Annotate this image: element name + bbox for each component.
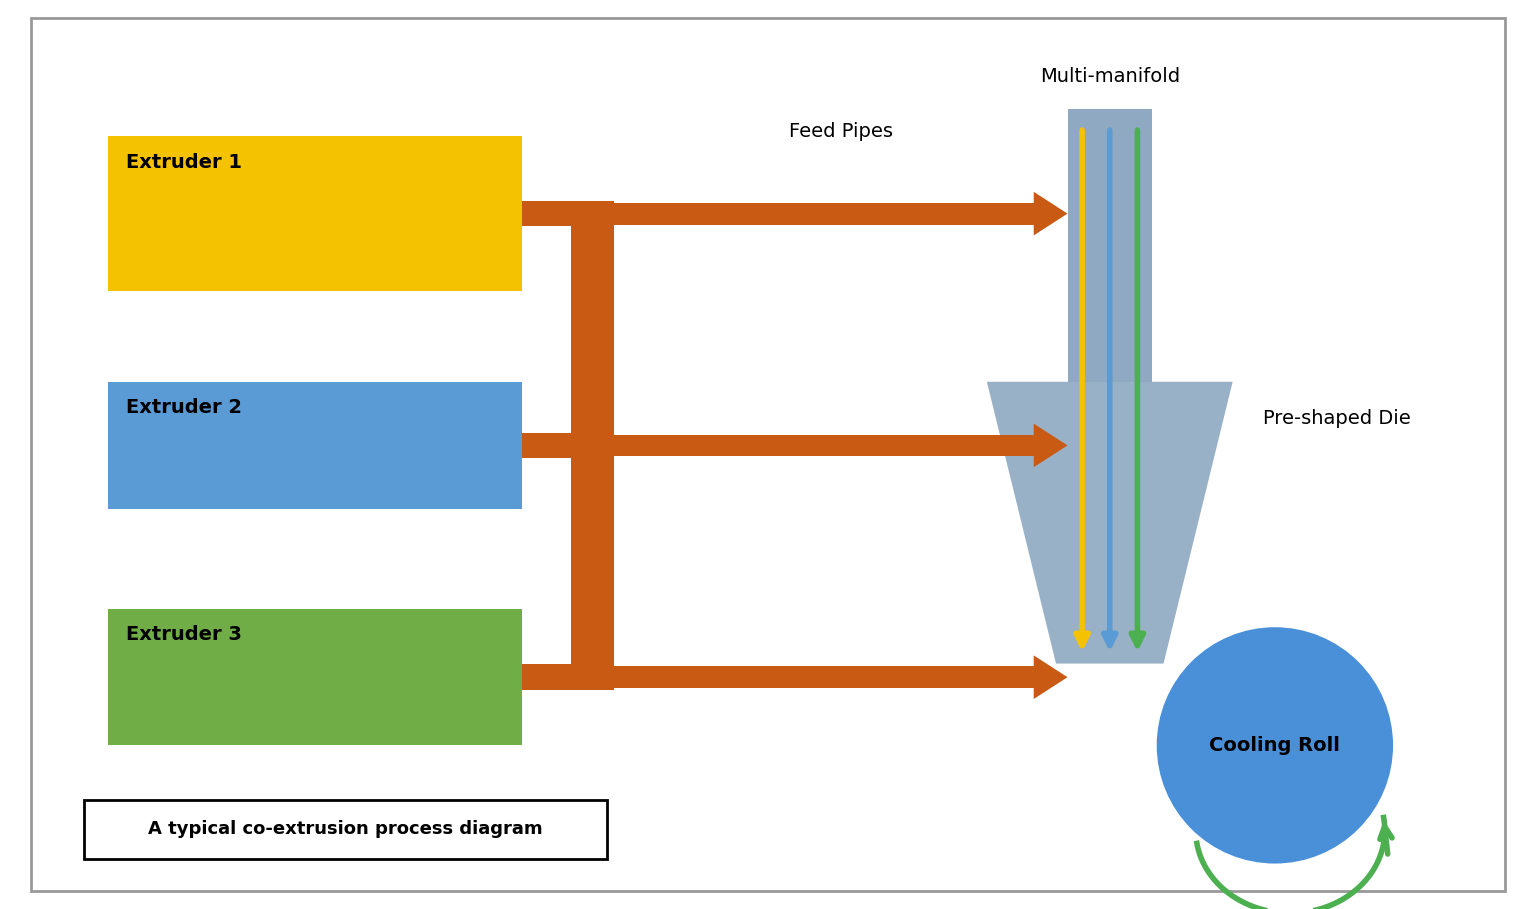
Polygon shape xyxy=(1034,424,1068,467)
Bar xyxy=(614,666,1034,688)
Ellipse shape xyxy=(1157,627,1393,864)
Text: A typical co-extrusion process diagram: A typical co-extrusion process diagram xyxy=(149,821,542,838)
Text: Multi-manifold: Multi-manifold xyxy=(1040,67,1180,86)
Bar xyxy=(108,136,522,291)
Bar xyxy=(614,435,1034,456)
Text: Extruder 1: Extruder 1 xyxy=(126,153,243,172)
Bar xyxy=(571,201,614,690)
Bar xyxy=(522,201,571,226)
Bar xyxy=(84,800,607,859)
Bar xyxy=(108,382,522,509)
Text: Pre-shaped Die: Pre-shaped Die xyxy=(1263,409,1412,428)
Bar xyxy=(614,203,1034,225)
Bar xyxy=(522,664,571,690)
Text: Cooling Roll: Cooling Roll xyxy=(1209,736,1341,754)
Text: Feed Pipes: Feed Pipes xyxy=(790,122,892,141)
Polygon shape xyxy=(1034,655,1068,699)
Bar xyxy=(522,433,571,458)
Polygon shape xyxy=(988,382,1232,664)
Text: Extruder 2: Extruder 2 xyxy=(126,398,243,417)
Bar xyxy=(1068,109,1152,382)
Text: Extruder 3: Extruder 3 xyxy=(126,625,241,644)
Bar xyxy=(108,609,522,745)
Polygon shape xyxy=(1034,192,1068,235)
